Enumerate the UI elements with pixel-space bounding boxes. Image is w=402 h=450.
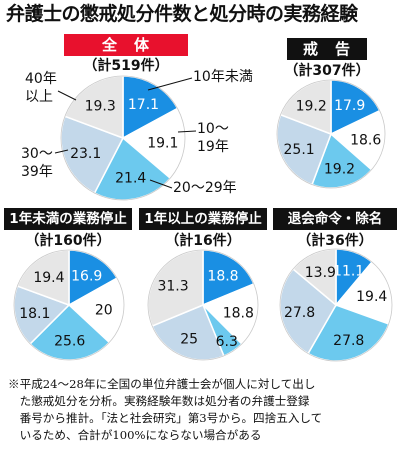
- chart-total-expulsion: （計36件）: [297, 233, 373, 249]
- chart-title-expulsion: 退会命令・除名: [273, 208, 397, 230]
- pie-value-label: 27.8: [284, 305, 315, 321]
- pie-value-label: 17.9: [334, 98, 365, 114]
- legend-label-over40-line1: 40年: [25, 71, 57, 87]
- legend-label-30-39-line1: 30～: [21, 146, 53, 162]
- pie-value-label: 19.4: [33, 270, 64, 286]
- chart-total-suspension-long: （計16件）: [165, 233, 241, 249]
- pie-value-label: 6.3: [216, 334, 238, 350]
- chart-title-suspension-short: 1年未満の業務停止: [4, 208, 132, 230]
- pie-value-label: 19.2: [324, 161, 355, 177]
- pie-value-label: 16.9: [71, 268, 102, 284]
- leader-line-10-19: [177, 130, 197, 133]
- legend-label-under10: 10年未満: [193, 69, 253, 85]
- footnote-line: いるため、合計が100%にならない場合がある: [8, 428, 262, 442]
- leader-line-under10: [147, 77, 193, 91]
- leader-line-20-29: [149, 179, 173, 189]
- footnote-line: た懲戒処分を分析。実務経験年数は処分者の弁護士登録: [8, 394, 310, 408]
- pie-value-label: 25.6: [54, 333, 85, 349]
- pie-outline: [276, 79, 386, 189]
- footnote: ※平成24～28年に全国の単位弁護士会が個人に対して出し た懲戒処分を分析。実務…: [8, 376, 396, 444]
- pie-outline: [60, 75, 186, 201]
- footnote-line: ※平成24～28年に全国の単位弁護士会が個人に対して出し: [8, 377, 316, 391]
- chart-title-reprimand: 戒 告: [287, 38, 367, 60]
- leader-line-30-39: [54, 149, 69, 154]
- chart-title-all: 全 体: [64, 34, 188, 56]
- page-title: 弁護士の懲戒処分件数と処分時の実務経験: [6, 3, 358, 25]
- pie-value-label: 18.6: [350, 132, 381, 148]
- pie-value-label: 20: [95, 303, 113, 319]
- pie-value-label: 18.1: [19, 306, 50, 322]
- pie-outline: [147, 249, 259, 361]
- legend-label-30-39-line2: 39年: [21, 164, 53, 180]
- pie-value-label: 19.4: [356, 289, 387, 305]
- pie-value-label: 27.8: [333, 333, 364, 349]
- legend-label-over40-line2: 以上: [25, 89, 53, 105]
- pie-value-label: 19.1: [147, 136, 178, 152]
- chart-title-suspension-long: 1年以上の業務停止: [139, 208, 267, 230]
- pie-value-label: 18.8: [207, 269, 238, 285]
- legend-label-10-19-line2: 19年: [197, 139, 229, 155]
- pie-value-label: 31.3: [157, 278, 188, 294]
- pie-outline: [279, 248, 393, 362]
- pie-value-label: 25: [180, 332, 198, 348]
- chart-total-suspension-short: （計160件）: [25, 233, 111, 249]
- pie-value-label: 11.1: [333, 264, 364, 280]
- footnote-line: 番号から推計。「法と社会研究」第3号から。四捨五入して: [8, 411, 323, 425]
- pie-value-label: 25.1: [284, 142, 315, 158]
- pie-value-label: 17.1: [128, 97, 159, 113]
- leader-line-over40: [57, 90, 77, 101]
- pie-value-label: 19.3: [85, 99, 116, 115]
- chart-total-all: （計519件）: [83, 58, 169, 74]
- pie-value-label: 13.9: [305, 265, 336, 281]
- pie-value-label: 21.4: [115, 171, 146, 187]
- pie-value-label: 18.8: [223, 306, 254, 322]
- legend-label-20-29: 20～29年: [173, 180, 237, 196]
- chart-total-reprimand: （計307件）: [284, 63, 370, 79]
- pie-outline: [13, 249, 125, 361]
- pie-value-label: 19.2: [296, 99, 327, 115]
- legend-label-10-19-line1: 10～: [197, 121, 229, 137]
- pie-value-label: 23.1: [70, 146, 101, 162]
